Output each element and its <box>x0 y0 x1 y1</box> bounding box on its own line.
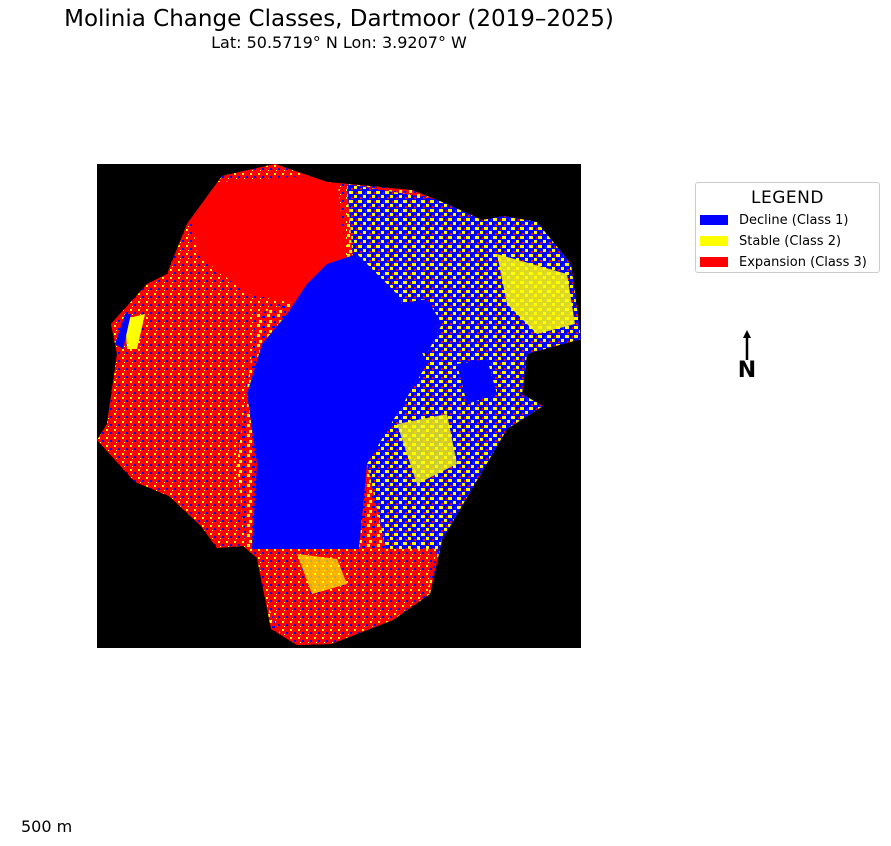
legend-swatch-expansion <box>700 257 728 267</box>
legend: LEGEND Decline (Class 1) Stable (Class 2… <box>695 182 880 273</box>
decline-patch <box>397 299 442 354</box>
stable-patch <box>297 554 347 594</box>
stable-patch <box>397 414 457 484</box>
scale-bar-label: 500 m <box>21 817 73 836</box>
legend-item-stable: Stable (Class 2) <box>700 233 842 249</box>
legend-swatch-stable <box>700 236 728 246</box>
mixed-region-south <box>247 549 437 645</box>
north-arrow: N <box>733 328 761 388</box>
legend-label: Stable (Class 2) <box>739 233 842 249</box>
decline-patch <box>457 359 497 404</box>
legend-label: Expansion (Class 3) <box>739 254 867 270</box>
legend-swatch-decline <box>700 215 728 225</box>
study-area-classes <box>97 164 581 645</box>
expansion-region-northwest <box>187 174 347 304</box>
legend-item-expansion: Expansion (Class 3) <box>700 254 867 270</box>
legend-title: LEGEND <box>751 188 824 208</box>
classification-map <box>97 164 581 648</box>
map-title: Molinia Change Classes, Dartmoor (2019–2… <box>64 6 614 32</box>
legend-label: Decline (Class 1) <box>739 212 849 228</box>
legend-item-decline: Decline (Class 1) <box>700 212 849 228</box>
stable-patch <box>497 254 575 334</box>
decline-region-central <box>247 254 427 549</box>
decline-patch <box>115 314 131 349</box>
map-subtitle-coordinates: Lat: 50.5719° N Lon: 3.9207° W <box>211 33 467 52</box>
north-arrow-icon <box>743 330 751 360</box>
north-arrow-label: N <box>737 358 757 383</box>
stable-patch <box>125 314 145 349</box>
